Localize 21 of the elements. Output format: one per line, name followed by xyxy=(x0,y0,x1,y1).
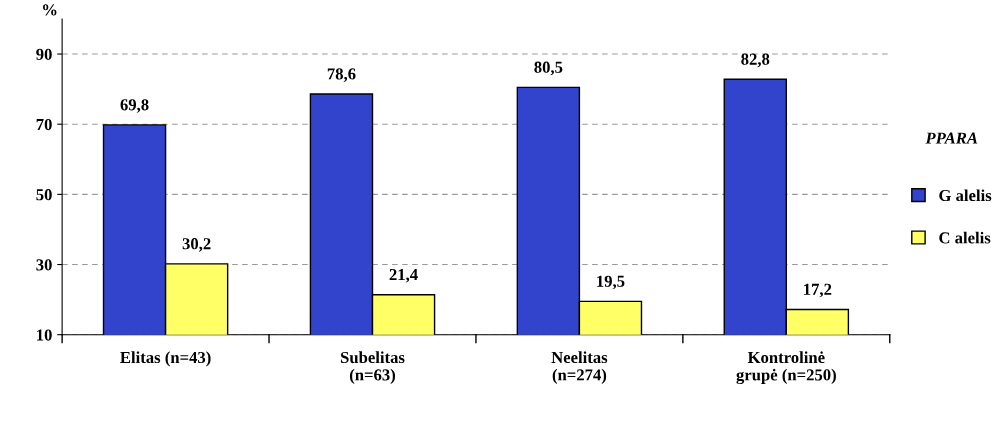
data-label: 21,4 xyxy=(389,269,418,283)
legend-label: C alelis xyxy=(939,231,991,244)
y-axis-title: % xyxy=(43,4,57,16)
data-label: 19,5 xyxy=(597,275,625,290)
data-label: 78,6 xyxy=(327,68,356,82)
x-tick-label: Elitas (n=43) xyxy=(120,351,211,367)
data-label: 69,8 xyxy=(120,99,149,113)
data-label: 82,8 xyxy=(741,53,770,68)
x-tick-label: Kontrolinė grupė (n=250) xyxy=(736,351,836,385)
legend-title: PPARA xyxy=(925,132,978,144)
y-tick-label: 30 xyxy=(36,259,52,271)
x-tick-label: Subelitas (n=63) xyxy=(340,351,405,384)
y-tick-label: 70 xyxy=(36,118,52,131)
y-tick-label: 90 xyxy=(36,48,52,60)
data-label: 30,2 xyxy=(182,238,211,252)
y-tick-label: 50 xyxy=(36,189,52,201)
y-tick-label: 10 xyxy=(37,329,52,341)
data-label: 80,5 xyxy=(534,61,563,76)
x-tick-label: Neelitas (n=274) xyxy=(551,351,608,384)
data-label: 17,2 xyxy=(804,283,832,298)
legend-label: G alelis xyxy=(939,189,992,202)
